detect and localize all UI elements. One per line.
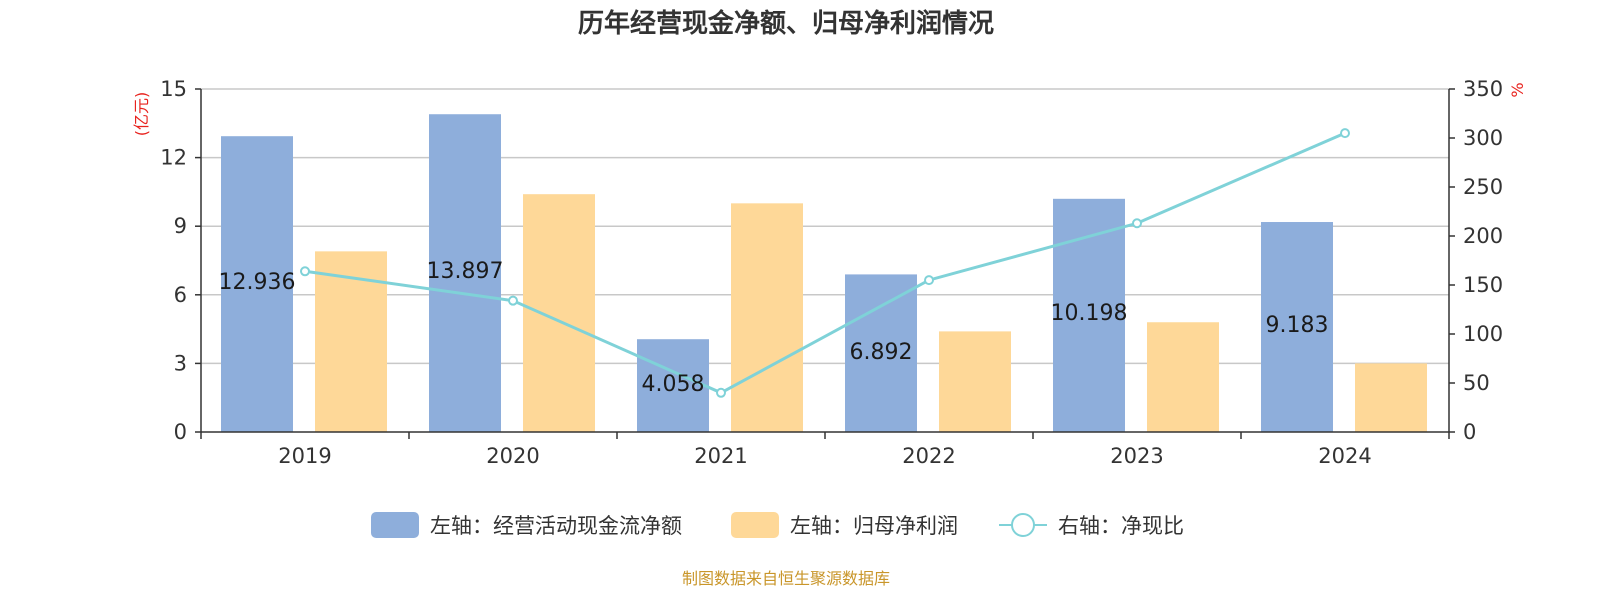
legend-label-net-profit: 左轴：归母净利润: [790, 514, 958, 538]
x-tick-label: 2021: [694, 444, 747, 468]
line-point-cash-ratio: [508, 295, 518, 306]
x-tick-label: 2022: [902, 444, 955, 468]
line-point-cash-ratio: [300, 266, 310, 277]
line-point-cash-ratio: [1340, 128, 1350, 139]
x-tick-label: 2019: [278, 444, 331, 468]
y-left-tick-label: 15: [160, 77, 187, 101]
y-left-tick-label: 3: [174, 351, 187, 375]
y-right-unit-label: %: [1508, 82, 1527, 97]
y-right-tick-label: 0: [1463, 420, 1476, 444]
bar-operating-cashflow: [1261, 222, 1333, 432]
line-point-cash-ratio: [924, 275, 934, 286]
line-point-cash-ratio: [716, 387, 726, 398]
bar-net-profit: [731, 203, 803, 432]
y-left-unit-label: (亿元): [132, 92, 151, 137]
data-label-operating-cashflow: 12.936: [219, 270, 296, 295]
bar-layer: [221, 114, 1427, 433]
data-label-operating-cashflow: 6.892: [850, 340, 913, 365]
data-source-note: 制图数据来自恒生聚源数据库: [682, 569, 890, 588]
bar-operating-cashflow: [429, 114, 501, 433]
y-left-tick-label: 0: [174, 420, 187, 444]
legend-marker-cash-ratio: [1011, 513, 1035, 537]
bar-net-profit: [939, 331, 1011, 432]
bar-net-profit: [1355, 363, 1427, 432]
y-left-tick-label: 9: [174, 214, 187, 238]
y-right-tick-label: 150: [1463, 273, 1503, 297]
x-tick-label: 2020: [486, 444, 539, 468]
y-right-tick-label: 250: [1463, 175, 1503, 199]
data-label-operating-cashflow: 10.198: [1051, 301, 1128, 326]
line-cash-ratio: [304, 131, 1346, 395]
legend-swatch-net-profit: [731, 512, 779, 538]
y-right-tick-label: 300: [1463, 126, 1503, 150]
data-label-operating-cashflow: 9.183: [1266, 313, 1329, 338]
grid-layer: [201, 88, 1449, 365]
y-left-tick-label: 6: [174, 283, 187, 307]
legend-swatch-operating-cashflow: [371, 512, 419, 538]
x-tick-label: 2023: [1110, 444, 1163, 468]
legend-label-operating-cashflow: 左轴：经营活动现金流净额: [430, 514, 682, 538]
bar-operating-cashflow: [637, 339, 709, 432]
bar-net-profit: [523, 194, 595, 432]
x-tick-label: 2024: [1318, 444, 1371, 468]
line-point-cash-ratio: [1132, 218, 1142, 229]
y-right-tick-label: 50: [1463, 371, 1490, 395]
y-right-tick-label: 200: [1463, 224, 1503, 248]
chart-title: 历年经营现金净额、归母净利润情况: [578, 8, 994, 39]
y-right-tick-label: 350: [1463, 77, 1503, 101]
bar-operating-cashflow: [221, 136, 293, 433]
bar-operating-cashflow: [845, 274, 917, 432]
y-right-tick-label: 100: [1463, 322, 1503, 346]
legend: 左轴：经营活动现金流净额 左轴：归母净利润 右轴：净现比: [371, 512, 1184, 538]
data-label-operating-cashflow: 13.897: [427, 259, 504, 284]
line-layer: [300, 128, 1350, 398]
bar-net-profit: [1147, 322, 1219, 432]
data-label-operating-cashflow: 4.058: [642, 372, 705, 397]
label-layer: 12.936 13.897 4.058 6.892 10.198 9.183: [219, 259, 1329, 397]
y-left-tick-label: 12: [160, 146, 187, 170]
legend-label-cash-ratio: 右轴：净现比: [1058, 514, 1184, 538]
